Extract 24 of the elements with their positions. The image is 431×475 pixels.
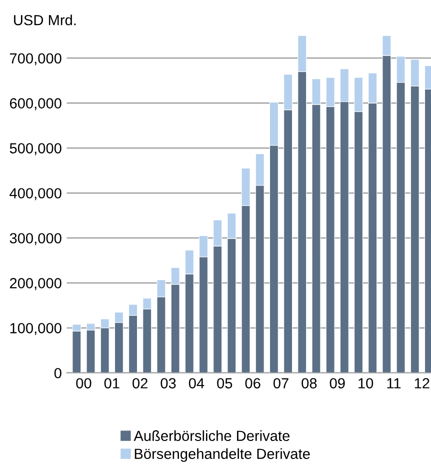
y-tick-label: 700,000 (10, 53, 62, 66)
y-tick-label: 500,000 (10, 143, 62, 156)
x-tick-label: 06 (245, 378, 260, 388)
y-tick-label: 200,000 (10, 278, 62, 290)
chart-title: USD Mrd. (14, 14, 76, 26)
legend-label: Außerbörsliche Derivate (134, 430, 290, 442)
x-tick-label: 07 (273, 378, 288, 388)
x-tick-label: 11 (387, 378, 401, 388)
x-tick-label: 05 (217, 378, 232, 388)
y-tick-label: 100,000 (10, 323, 62, 336)
y-tick-label: 400,000 (10, 188, 62, 200)
x-tick-label: 08 (302, 378, 317, 388)
x-tick-label: 03 (160, 378, 176, 388)
y-tick-label: 0 (54, 368, 62, 378)
x-tick-label: 01 (104, 378, 120, 388)
x-tick-label: 04 (188, 378, 204, 388)
x-tick-label: 02 (132, 378, 148, 388)
x-tick-label: 09 (330, 378, 345, 388)
y-tick-label: 600,000 (10, 98, 62, 110)
y-tick-label: 300,000 (10, 233, 62, 246)
x-tick-label: 00 (76, 378, 92, 388)
legend-label: Börsengehandelte Derivate (134, 448, 310, 462)
x-tick-label: 12 (414, 378, 430, 388)
x-tick-label: 10 (358, 378, 374, 388)
